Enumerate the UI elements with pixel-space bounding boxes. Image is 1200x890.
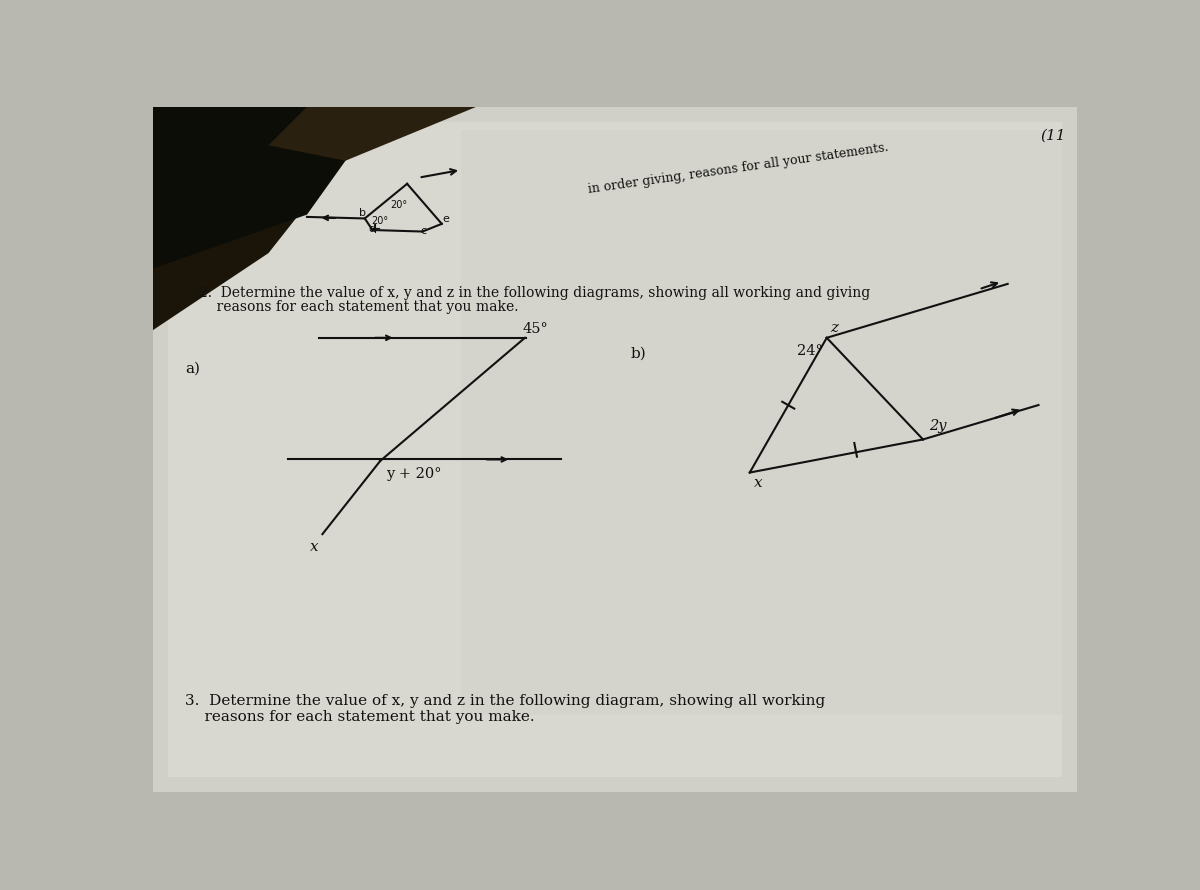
Text: 45°: 45° — [523, 322, 548, 336]
Text: x: x — [754, 476, 762, 490]
Text: reasons for each statement that you make.: reasons for each statement that you make… — [185, 709, 535, 724]
Text: z: z — [830, 321, 838, 336]
Text: a): a) — [185, 361, 200, 376]
Text: 3.  Determine the value of x, y and z in the following diagram, showing all work: 3. Determine the value of x, y and z in … — [185, 694, 826, 708]
Text: b): b) — [630, 346, 646, 360]
Text: d: d — [368, 224, 376, 234]
Text: (11: (11 — [1040, 128, 1066, 142]
Text: 24°: 24° — [797, 344, 823, 358]
Polygon shape — [269, 107, 476, 161]
Text: b: b — [359, 208, 366, 218]
Polygon shape — [154, 107, 384, 330]
FancyBboxPatch shape — [154, 107, 1078, 792]
Text: 20°: 20° — [371, 216, 388, 226]
Text: 2.  Determine the value of x, y and z in the following diagrams, showing all wor: 2. Determine the value of x, y and z in … — [199, 287, 870, 300]
FancyBboxPatch shape — [461, 130, 1062, 715]
Text: x: x — [310, 540, 318, 554]
Polygon shape — [154, 107, 384, 269]
Text: e: e — [443, 214, 449, 224]
Text: 2y: 2y — [929, 419, 947, 433]
Text: reasons for each statement that you make.: reasons for each statement that you make… — [199, 300, 518, 314]
Text: in order giving, reasons for all your statements.: in order giving, reasons for all your st… — [587, 141, 889, 196]
Text: 20°: 20° — [390, 200, 407, 210]
Text: y + 20°: y + 20° — [386, 467, 442, 481]
FancyBboxPatch shape — [168, 122, 1062, 777]
Text: c: c — [420, 226, 426, 236]
